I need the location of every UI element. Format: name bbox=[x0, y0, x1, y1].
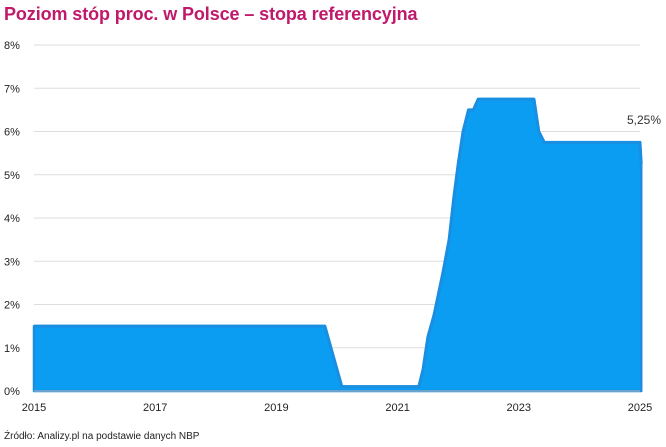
source-note: Źródło: Analizy.pl na podstawie danych N… bbox=[4, 431, 200, 442]
annotations: 5,25% bbox=[627, 113, 661, 127]
x-tick-label: 2025 bbox=[628, 402, 652, 414]
chart-title: Poziom stóp proc. w Polsce – stopa refer… bbox=[4, 4, 418, 24]
x-axis-ticks: 2015 2017 2019 2021 2023 2025 bbox=[22, 402, 652, 414]
y-tick-label: 4% bbox=[4, 213, 20, 225]
y-tick-label: 6% bbox=[4, 127, 20, 139]
x-tick-label: 2017 bbox=[143, 402, 167, 414]
last-value-label: 5,25% bbox=[627, 113, 661, 127]
y-tick-label: 0% bbox=[4, 386, 20, 398]
x-tick-label: 2021 bbox=[385, 402, 409, 414]
x-tick-label: 2023 bbox=[507, 402, 531, 414]
y-tick-label: 7% bbox=[4, 83, 20, 95]
y-tick-label: 2% bbox=[4, 300, 20, 312]
area-layer bbox=[32, 97, 643, 393]
x-tick-label: 2015 bbox=[22, 402, 46, 414]
rate-line bbox=[34, 97, 643, 389]
y-tick-label: 3% bbox=[4, 256, 20, 268]
y-tick-label: 5% bbox=[4, 170, 20, 182]
y-tick-label: 1% bbox=[4, 343, 20, 355]
x-tick-label: 2019 bbox=[264, 402, 288, 414]
y-tick-label: 8% bbox=[4, 40, 20, 52]
y-axis-ticks: 0% 1% 2% 3% 4% 5% 6% 7% 8% bbox=[4, 40, 20, 398]
